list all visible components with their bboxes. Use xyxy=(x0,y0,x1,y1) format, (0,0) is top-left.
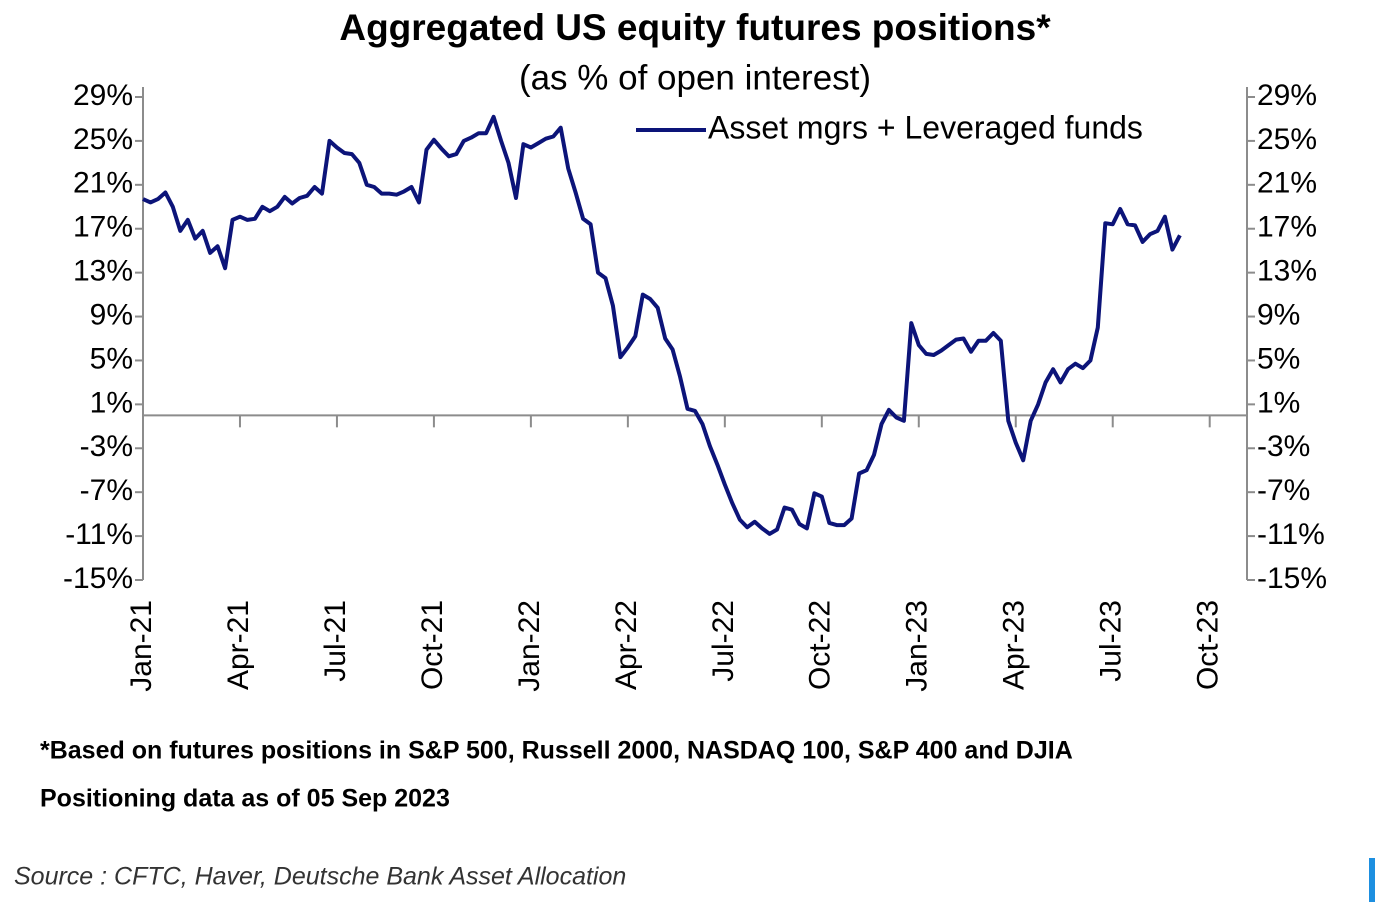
y-tick-label: -15% xyxy=(63,562,133,595)
footnote: Positioning data as of 05 Sep 2023 xyxy=(40,785,450,813)
y2-tick-label: 17% xyxy=(1257,211,1317,244)
y2-tick-label: -11% xyxy=(1257,518,1325,551)
x-tick-label: Jan-21 xyxy=(125,600,158,692)
y-tick-label: 25% xyxy=(73,123,133,156)
footnote: *Based on futures positions in S&P 500, … xyxy=(40,737,1073,765)
y2-tick-label: 1% xyxy=(1257,386,1300,419)
chart-subtitle: (as % of open interest) xyxy=(519,58,871,97)
x-tick-label: Oct-22 xyxy=(804,600,837,690)
x-tick-label: Apr-23 xyxy=(998,600,1031,690)
x-tick-label: Jul-22 xyxy=(707,600,740,682)
series-line xyxy=(142,114,1182,536)
y-tick-label: 21% xyxy=(73,167,133,200)
y2-tick-label: 29% xyxy=(1257,79,1317,112)
legend-label: Asset mgrs + Leveraged funds xyxy=(708,109,1143,145)
x-tick-label: Oct-21 xyxy=(416,600,449,690)
decor-bar xyxy=(1369,858,1375,902)
y2-tick-label: 25% xyxy=(1257,123,1317,156)
y2-tick-label: -7% xyxy=(1257,474,1310,507)
y2-tick-label: 9% xyxy=(1257,298,1300,331)
y-tick-label: 5% xyxy=(90,342,133,375)
y-tick-label: 13% xyxy=(73,255,133,288)
y2-tick-label: -3% xyxy=(1257,430,1310,463)
y-tick-label: 9% xyxy=(90,298,133,331)
y2-tick-label: 5% xyxy=(1257,342,1300,375)
x-tick-label: Jul-21 xyxy=(319,600,352,682)
x-tick-label: Apr-21 xyxy=(222,600,255,690)
y-tick-label: 1% xyxy=(90,386,133,419)
y-tick-label: -11% xyxy=(65,518,133,551)
y-tick-label: 17% xyxy=(73,211,133,244)
y2-tick-label: 13% xyxy=(1257,255,1317,288)
y2-tick-label: 21% xyxy=(1257,167,1317,200)
y-tick-label: -3% xyxy=(80,430,133,463)
x-tick-label: Apr-22 xyxy=(610,600,643,690)
chart-title: Aggregated US equity futures positions* xyxy=(339,7,1051,48)
x-tick-label: Oct-23 xyxy=(1192,600,1225,690)
x-tick-label: Jul-23 xyxy=(1095,600,1128,682)
x-tick-label: Jan-23 xyxy=(901,600,934,692)
source: Source : CFTC, Haver, Deutsche Bank Asse… xyxy=(14,863,626,891)
y-tick-label: -7% xyxy=(80,474,133,507)
y2-tick-label: -15% xyxy=(1257,562,1327,595)
y-tick-label: 29% xyxy=(73,79,133,112)
x-tick-label: Jan-22 xyxy=(513,600,546,692)
